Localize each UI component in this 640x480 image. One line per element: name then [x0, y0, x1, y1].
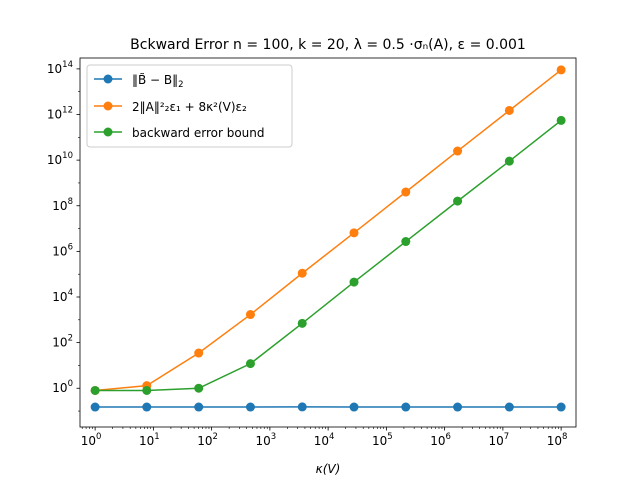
data-point-error-norm — [556, 402, 566, 412]
y-tick-label: 1012 — [47, 106, 73, 122]
series-layer — [90, 65, 566, 412]
legend-marker-backward-bound — [103, 127, 113, 137]
y-tick-label: 1010 — [47, 151, 73, 167]
data-point-error-norm — [90, 402, 100, 412]
y-tick-label: 102 — [52, 334, 73, 350]
data-point-backward-error-bound — [349, 277, 359, 287]
series-error-norm — [90, 402, 566, 412]
data-point-backward-error-bound — [453, 196, 463, 206]
data-point-bound-expression — [245, 310, 255, 320]
legend-marker-error — [103, 74, 113, 84]
data-point-error-norm — [142, 402, 152, 412]
data-point-backward-error-bound — [194, 383, 204, 393]
legend-box — [86, 64, 293, 148]
data-point-bound-expression — [194, 348, 204, 358]
y-tick-label: 1014 — [47, 60, 73, 76]
legend-label-backward-bound: backward error bound — [132, 126, 265, 140]
series-backward-error-bound — [90, 115, 566, 395]
series-line-backward-error-bound — [95, 119, 562, 392]
x-axis-label: κ(V) — [316, 462, 341, 476]
data-point-backward-error-bound — [401, 237, 411, 247]
series-line-bound-expression — [95, 69, 562, 392]
data-point-bound-expression — [453, 146, 463, 156]
data-point-bound-expression — [349, 228, 359, 238]
data-point-backward-error-bound — [297, 318, 307, 328]
x-tick-label: 107 — [489, 432, 510, 448]
x-tick-label: 106 — [430, 432, 451, 448]
data-point-backward-error-bound — [245, 359, 255, 369]
data-point-bound-expression — [556, 65, 566, 75]
y-tick-label: 106 — [52, 242, 73, 258]
data-point-error-norm — [245, 402, 255, 412]
data-point-error-norm — [297, 402, 307, 412]
x-tick-label: 102 — [197, 432, 218, 448]
data-point-error-norm — [401, 402, 411, 412]
chart-title: Bckward Error n = 100, k = 20, λ = 0.5 ·… — [130, 37, 526, 53]
x-tick-label: 103 — [256, 432, 277, 448]
x-tick-label: 108 — [547, 432, 568, 448]
y-tick-label: 104 — [52, 288, 73, 304]
data-point-bound-expression — [297, 268, 307, 278]
x-tick-label: 104 — [314, 432, 335, 448]
x-tick-label: 101 — [139, 432, 160, 448]
legend-label-bound-expr: 2‖A‖²₂ε₁ + 8κ²(V)ε₂ — [132, 100, 247, 114]
data-point-error-norm — [453, 402, 463, 412]
data-point-error-norm — [349, 402, 359, 412]
legend-label-error-text: ‖B̃ − B‖ — [132, 73, 178, 87]
y-axis-ticks: 100 102 104 106 108 1010 1012 1014 — [47, 60, 80, 412]
data-point-backward-error-bound — [556, 115, 566, 125]
x-tick-label: 100 — [81, 432, 102, 448]
data-point-error-norm — [504, 402, 514, 412]
y-tick-label: 108 — [52, 197, 73, 213]
data-point-bound-expression — [504, 105, 514, 115]
x-axis-ticks: 100 101 102 103 104 105 106 107 108 — [81, 427, 568, 448]
legend-label-error: ‖B̃ − B‖2 — [132, 73, 184, 90]
x-tick-label: 105 — [372, 432, 393, 448]
legend: ‖B̃ − B‖2 2‖A‖²₂ε₁ + 8κ²(V)ε₂ backward e… — [86, 64, 293, 148]
legend-marker-bound-expr — [103, 101, 113, 111]
legend-label-error-sub: 2 — [178, 80, 183, 90]
data-point-backward-error-bound — [504, 156, 514, 166]
y-tick-label: 100 — [52, 379, 73, 395]
data-point-backward-error-bound — [90, 385, 100, 395]
data-point-bound-expression — [401, 187, 411, 197]
data-point-backward-error-bound — [142, 385, 152, 395]
data-point-error-norm — [194, 402, 204, 412]
